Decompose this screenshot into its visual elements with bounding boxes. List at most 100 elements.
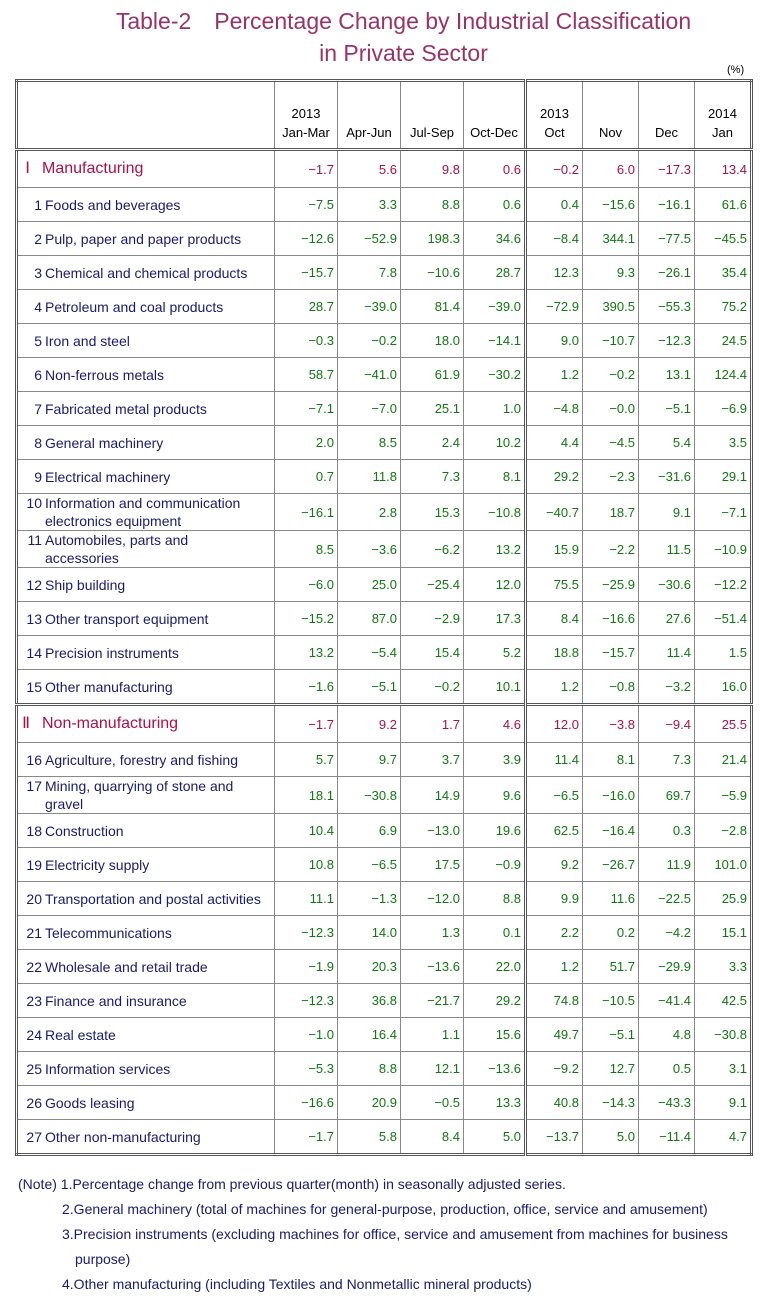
value-cell: 1.7	[400, 703, 464, 743]
row-number: 7	[34, 400, 42, 417]
value-cell: −10.7	[582, 323, 639, 358]
value-cell: 8.8	[400, 187, 464, 222]
value-cell: 49.7	[524, 1017, 583, 1052]
value-cell: −0.2	[582, 357, 639, 392]
value-cell: 10.1	[463, 669, 526, 705]
value-cell: −12.3	[638, 323, 695, 358]
value-cell: −12.3	[274, 983, 338, 1018]
value-cell: −31.6	[638, 459, 695, 494]
value-cell: −30.6	[638, 567, 695, 602]
row-number: 27	[26, 1128, 42, 1145]
row-number: 20	[26, 890, 42, 907]
row-name: Agriculture, forestry and fishing	[45, 751, 238, 768]
value-cell: 75.5	[524, 567, 583, 602]
value-cell: 3.9	[463, 742, 526, 777]
note: (Note) 1.Percentage change from previous…	[18, 1172, 768, 1197]
column-period: Dec	[654, 125, 679, 140]
value-cell: 11.4	[638, 635, 695, 670]
value-cell: 0.6	[463, 187, 526, 222]
data-row: 24 Real estate −1.0 16.4 1.1 15.6 49.7 −5.1 4.8−…	[16, 1017, 752, 1052]
value-cell: −12.3	[274, 915, 338, 950]
row-number: 25	[26, 1060, 42, 1077]
value-cell: 17.3	[463, 601, 526, 636]
value-cell: 12.3	[524, 255, 583, 290]
value-cell: 34.6	[463, 221, 526, 256]
value-cell: 29.2	[524, 459, 583, 494]
value-cell: −5.1	[638, 391, 695, 426]
row-label: 10 Information and communication electron…	[16, 493, 275, 531]
row-number: 17	[26, 778, 42, 794]
value-cell: 5.0	[463, 1119, 526, 1155]
column-period: Jul-Sep	[409, 125, 455, 140]
data-row: 20 Transportation and postal activities 11…	[16, 881, 752, 916]
value-cell: −2.2	[582, 530, 639, 568]
value-cell: 13.3	[463, 1085, 526, 1120]
value-cell: 9.2	[524, 847, 583, 882]
column-header: 2013 Jan-Mar	[274, 80, 338, 151]
column-period: Oct	[544, 125, 565, 140]
note: 4.Other manufacturing (including Textile…	[18, 1272, 768, 1297]
data-row: 11 Automobiles, parts and accessories 8.5−…	[16, 530, 752, 568]
data-row: 13 Other transport equipment −15.2 87.0 −2.9…	[16, 601, 752, 636]
data-row: 14 Precision instruments 13.2 −5.4 15.4 5.2 18…	[16, 635, 752, 670]
value-cell: 1.2	[524, 949, 583, 984]
value-cell: 9.7	[337, 742, 401, 777]
value-cell: 17.5	[400, 847, 464, 882]
data-row: 15 Other manufacturing −1.6 −5.1 −0.2 10.1 1.2…	[16, 669, 752, 705]
value-cell: −2.9	[400, 601, 464, 636]
value-cell: −16.1	[638, 187, 695, 222]
column-year	[338, 104, 400, 123]
value-cell: 18.7	[582, 493, 639, 531]
row-label: 17 Mining, quarrying of stone and gravel	[16, 776, 275, 814]
row-label: 12 Ship building	[16, 567, 275, 602]
value-cell: 1.1	[400, 1017, 464, 1052]
value-cell: 0.4	[524, 187, 583, 222]
value-cell: −6.5	[524, 776, 583, 814]
value-cell: 198.3	[400, 221, 464, 256]
column-year: 2014	[708, 106, 737, 121]
value-cell: −15.7	[274, 255, 338, 290]
row-name: Foods and beverages	[45, 196, 181, 213]
row-name: Pulp, paper and paper products	[45, 230, 242, 247]
value-cell: 25.0	[337, 567, 401, 602]
row-name: Precision instruments	[45, 644, 179, 661]
value-cell: 25.9	[694, 881, 752, 916]
value-cell: 28.7	[274, 289, 338, 324]
value-cell: 8.8	[463, 881, 526, 916]
row-number: 4	[34, 298, 42, 315]
data-row: 7 Fabricated metal products −7.1 −7.0 25.1 1.…	[16, 391, 752, 426]
row-number: 9	[34, 468, 42, 485]
row-label: 14 Precision instruments	[16, 635, 275, 670]
value-cell: −7.1	[694, 493, 752, 531]
value-cell: −5.3	[274, 1051, 338, 1086]
row-number: 16	[26, 751, 42, 768]
value-cell: −1.7	[274, 1119, 338, 1155]
value-cell: 11.8	[337, 459, 401, 494]
value-cell: −0.2	[524, 148, 583, 188]
value-cell: 18.8	[524, 635, 583, 670]
value-cell: 19.6	[463, 813, 526, 848]
row-label: 5 Iron and steel	[16, 323, 275, 358]
value-cell: −51.4	[694, 601, 752, 636]
data-row: 8 General machinery 2.0 8.5 2.4 10.2 4.4 −4.5 5.…	[16, 425, 752, 460]
value-cell: −0.9	[463, 847, 526, 882]
row-label: Ⅱ Non-manufacturing	[16, 703, 275, 743]
value-cell: 8.1	[463, 459, 526, 494]
value-cell: −77.5	[638, 221, 695, 256]
value-cell: 35.4	[694, 255, 752, 290]
value-cell: 7.3	[400, 459, 464, 494]
section-row: Ⅰ Manufacturing −1.7 5.6 9.8 0.6 −0.2 6.0 −17.3 1…	[16, 148, 752, 188]
value-cell: −0.0	[582, 391, 639, 426]
value-cell: 4.7	[694, 1119, 752, 1155]
value-cell: 28.7	[463, 255, 526, 290]
value-cell: 10.4	[274, 813, 338, 848]
row-name: Other transport equipment	[45, 610, 209, 627]
value-cell: −7.5	[274, 187, 338, 222]
value-cell: 6.9	[337, 813, 401, 848]
value-cell: 69.7	[638, 776, 695, 814]
value-cell: 29.1	[694, 459, 752, 494]
row-name: Information services	[45, 1060, 171, 1077]
value-cell: −13.7	[524, 1119, 583, 1155]
value-cell: −0.5	[400, 1085, 464, 1120]
